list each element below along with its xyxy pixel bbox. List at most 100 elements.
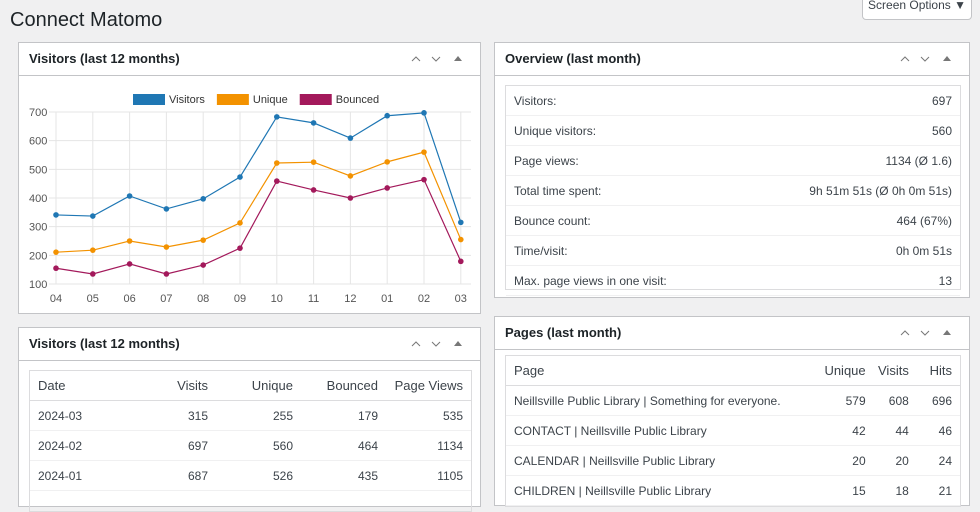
point [237,245,243,251]
widget-header: Overview (last month) [495,43,969,76]
cell: 24 [938,453,953,468]
table-row: CONTACT | Neillsville Public Library 42 44… [506,416,960,446]
legend-swatch [133,94,165,105]
point [126,261,133,267]
chart: 100 200 300 400 500 600 700 04 05 06 07 08 09 10 11 12 0… [29,94,471,305]
overview-table: Visitors: 697 Unique visitors: 560 Page view… [505,85,961,296]
x-tick-label: 07 [160,293,172,305]
point [237,174,243,180]
label: Bounce count: [514,213,591,228]
legend-label: Visitors [169,94,205,106]
value: 464 (67%) [896,213,952,228]
widget: Overview (last month) Visitors: 697 Unique… [494,42,970,298]
line [55,151,462,253]
point [53,249,59,255]
cell: 1134 [437,438,463,453]
y-tick-label: 300 [29,222,47,234]
cell: 608 [888,393,909,408]
cell: 2024-02 [38,438,83,453]
cell: 435 [357,468,378,483]
label: Time/visit: [514,243,568,258]
value: 13 [938,273,952,288]
overview-row: Time/visit: 0h 0m 51s [506,236,960,266]
y-tick-label: 600 [29,136,47,148]
label: Max. page views in one visit: [514,273,667,288]
point [384,112,391,119]
legend-label: Unique [253,94,288,106]
widget-title: Pages (last month) [505,325,622,340]
cell: CHILDREN | Neillsville Public Library [514,483,712,498]
widget-controls[interactable] [410,53,470,65]
widget-controls[interactable] [899,327,959,339]
cell: 44 [895,423,909,438]
header-cell: Unique [251,378,293,393]
point [163,206,170,212]
overview-row: Total time spent: 9h 51m 51s (Ø 0h 0m 51s… [506,176,960,206]
label: Visitors: [514,93,557,108]
line [55,112,462,223]
legend-label: Bounced [336,94,379,106]
point [458,236,464,243]
point [421,110,427,116]
widget-title: Visitors (last 12 months) [29,336,180,351]
cell: 42 [852,423,866,438]
value: 697 [931,93,952,108]
value: 560 [931,123,952,138]
x-tick-label: 10 [271,293,283,305]
header-cell: Page Views [394,378,463,393]
point [200,237,206,243]
point [347,173,354,179]
cell: 2024-03 [38,408,83,423]
point [274,114,280,120]
point [347,135,354,141]
point [384,185,391,191]
table-header: Page Unique Visits Hits [506,356,960,386]
x-tick-label: 05 [87,293,99,305]
x-tick-label: 08 [197,293,209,305]
point [163,271,170,277]
cell: 526 [272,468,293,483]
point [90,247,96,253]
x-tick-label: 02 [418,293,430,305]
widget: Pages (last month) Page Unique Visits Hits N… [494,316,970,507]
cell: 560 [272,438,293,453]
screen-options-label[interactable]: Screen Options [868,0,951,12]
x-tick-label: 04 [50,293,62,305]
overview-row: Unique visitors: 560 [506,116,960,146]
cell: 46 [938,423,953,438]
widget-header: Visitors (last 12 months) [19,43,480,76]
cell: CONTACT | Neillsville Public Library [514,423,707,438]
value: 0h 0m 51s [895,243,952,258]
x-tick-label: 01 [381,293,393,305]
overview-row: Visitors: 697 [506,86,960,116]
point [421,176,427,183]
cell: 15 [852,483,866,498]
table-row: 2024-01 687 526 435 1105 [30,461,471,491]
table-row: 2024-03 315 255 179 535 [30,401,471,431]
widget-title: Visitors (last 12 months) [29,51,180,66]
widget-controls[interactable] [410,338,470,350]
point [458,219,464,226]
screen-options[interactable]: Screen Options ▼ [862,0,972,20]
cell: 2024-01 [38,468,83,483]
point [126,238,133,244]
point [310,159,317,165]
x-tick-label: 06 [123,293,135,305]
header-cell: Unique [824,363,866,378]
point [421,149,427,155]
legend-swatch [216,94,249,105]
label: Unique visitors: [514,123,597,138]
value: 9h 51m 51s (Ø 0h 0m 51s) [809,183,952,198]
legend-swatch [299,94,332,105]
widget-controls[interactable] [899,53,959,65]
point [200,262,206,268]
label: Total time spent: [514,183,602,198]
cell: 21 [938,483,953,498]
cell: CALENDAR | Neillsville Public Library [514,453,716,468]
x-tick-label: 12 [344,293,356,305]
cell: 579 [845,393,866,408]
cell: 18 [895,483,909,498]
header-cell: Visits [177,378,208,393]
table: Date Visits Unique Bounced Page Views 2024-03… [29,370,472,512]
point [310,187,317,193]
